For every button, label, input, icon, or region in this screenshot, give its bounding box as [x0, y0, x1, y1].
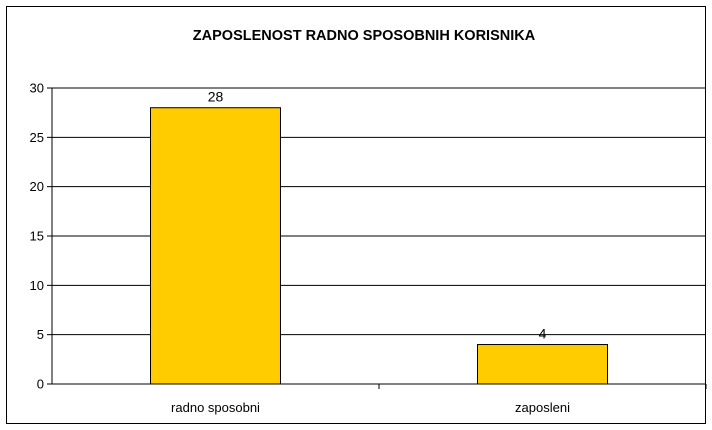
category-label: radno sposobni: [171, 400, 260, 415]
category-label: zaposleni: [515, 400, 570, 415]
y-tick-label: 0: [37, 377, 44, 392]
bars: [150, 107, 608, 385]
data-label: 28: [208, 89, 224, 105]
category-labels: radno sposobni zaposleni: [171, 400, 570, 415]
data-label: 4: [539, 326, 547, 342]
data-labels: 28 4: [208, 89, 547, 342]
y-tick-label: 25: [30, 130, 44, 145]
y-tick-label: 5: [37, 327, 44, 342]
y-tick-label: 10: [30, 278, 44, 293]
y-tick-label: 30: [30, 81, 44, 96]
bar: [150, 107, 281, 385]
y-axis-ticks: 0 5 10 15 20 25 30: [30, 81, 52, 392]
bar: [477, 344, 608, 385]
y-tick-label: 15: [30, 229, 44, 244]
y-tick-label: 20: [30, 179, 44, 194]
chart-title: ZAPOSLENOST RADNO SPOSOBNIH KORISNIKA: [193, 28, 536, 44]
